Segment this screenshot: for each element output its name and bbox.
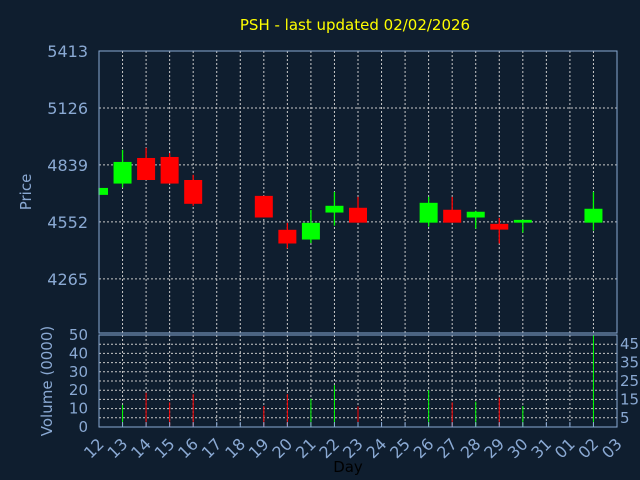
candle-28 (466, 210, 485, 229)
y-tick-label: 4839 (47, 156, 88, 175)
candle-body (160, 156, 179, 184)
volume-tick-label: 5 (620, 409, 630, 427)
y-tick-label: 5413 (47, 42, 88, 61)
volume-tick-label: 40 (69, 344, 88, 362)
candle-27 (443, 196, 462, 223)
candle-16 (184, 174, 203, 206)
candle-21 (301, 209, 320, 244)
candle-body (278, 229, 297, 244)
y-tick-label: 4552 (47, 213, 88, 232)
candle-12 (98, 187, 108, 195)
volume-tick-label: 15 (620, 390, 639, 408)
candle-body (113, 161, 132, 184)
candle-22 (325, 191, 344, 226)
volume-tick-label: 25 (620, 372, 639, 390)
volume-tick-label: 45 (620, 335, 639, 353)
candle-body (301, 222, 320, 240)
candle-body (513, 219, 532, 223)
candle-26 (419, 196, 438, 227)
candle-20 (278, 222, 297, 249)
volume-tick-label: 0 (78, 418, 88, 436)
y-axis-label: Price (17, 174, 35, 211)
chart-title: PSH - last updated 02/02/2026 (240, 16, 470, 34)
candle-body (419, 202, 438, 223)
volume-tick-label: 35 (620, 354, 639, 372)
candle-body (325, 205, 344, 213)
x-axis-label: Day (333, 458, 363, 476)
y-tick-label: 5126 (47, 99, 88, 118)
candle-15 (160, 153, 179, 184)
price-plot-frame (98, 50, 618, 334)
candle-13 (113, 149, 132, 188)
candle-02 (584, 191, 603, 231)
candle-19 (254, 195, 273, 218)
volume-tick-label: 50 (69, 326, 88, 344)
candle-23 (349, 196, 367, 223)
candle-body (490, 223, 509, 230)
volume-axis-label: Volume (0000) (38, 326, 56, 436)
candle-body (443, 209, 462, 223)
candle-body (184, 179, 203, 204)
candle-14 (137, 147, 156, 180)
y-tick-label: 4265 (47, 270, 88, 289)
volume-tick-label: 20 (69, 381, 88, 399)
candle-body (466, 211, 485, 218)
candle-29 (490, 217, 509, 244)
candle-body (137, 157, 156, 180)
x-tick-label: 03 (598, 434, 626, 462)
volume-tick-label: 30 (69, 363, 88, 381)
candle-30 (513, 219, 532, 233)
volume-tick-label: 10 (69, 400, 88, 418)
candle-body (349, 207, 367, 223)
candle-body (254, 195, 273, 218)
candle-body (584, 208, 603, 223)
candle-body (99, 187, 108, 195)
